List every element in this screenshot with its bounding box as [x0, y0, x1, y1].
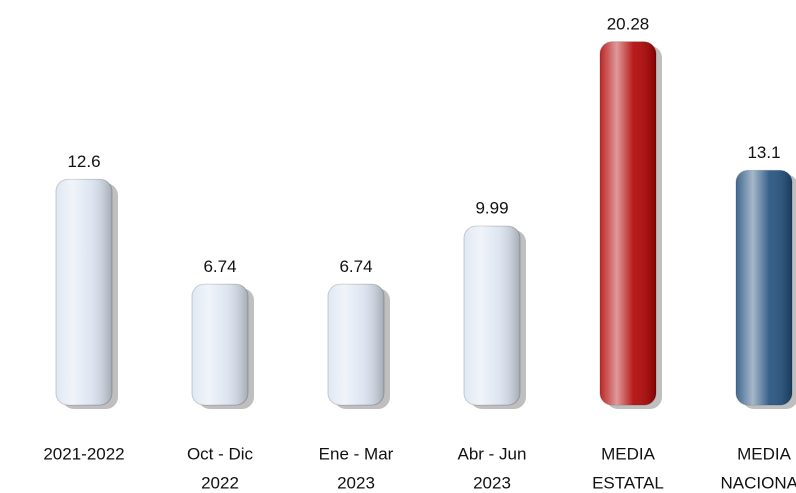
x-tick-label: 2021-2022	[43, 444, 124, 463]
x-tick-label: MEDIA	[737, 444, 792, 463]
value-label: 20.28	[607, 14, 650, 33]
value-label: 6.74	[203, 257, 236, 276]
x-tick-label: 2023	[473, 473, 511, 492]
x-tick-label: MEDIA	[601, 444, 656, 463]
value-label: 12.6	[67, 152, 100, 171]
x-tick-label: NACIONAL	[721, 473, 796, 492]
x-tick-label: Ene - Mar	[319, 444, 394, 463]
bar-highlight	[736, 170, 792, 405]
bar-highlight	[192, 284, 248, 405]
x-tick-label: Abr - Jun	[458, 444, 527, 463]
bar-highlight	[464, 226, 520, 405]
bar-highlight	[328, 284, 384, 405]
bar-highlight	[56, 179, 112, 405]
x-tick-label: Oct - Dic	[187, 444, 254, 463]
value-label: 13.1	[747, 143, 780, 162]
value-label: 6.74	[339, 257, 372, 276]
x-tick-label: ESTATAL	[592, 473, 664, 492]
value-label: 9.99	[475, 199, 508, 218]
x-tick-label: 2023	[337, 473, 375, 492]
bar-highlight	[600, 41, 656, 405]
x-tick-label: 2022	[201, 473, 239, 492]
